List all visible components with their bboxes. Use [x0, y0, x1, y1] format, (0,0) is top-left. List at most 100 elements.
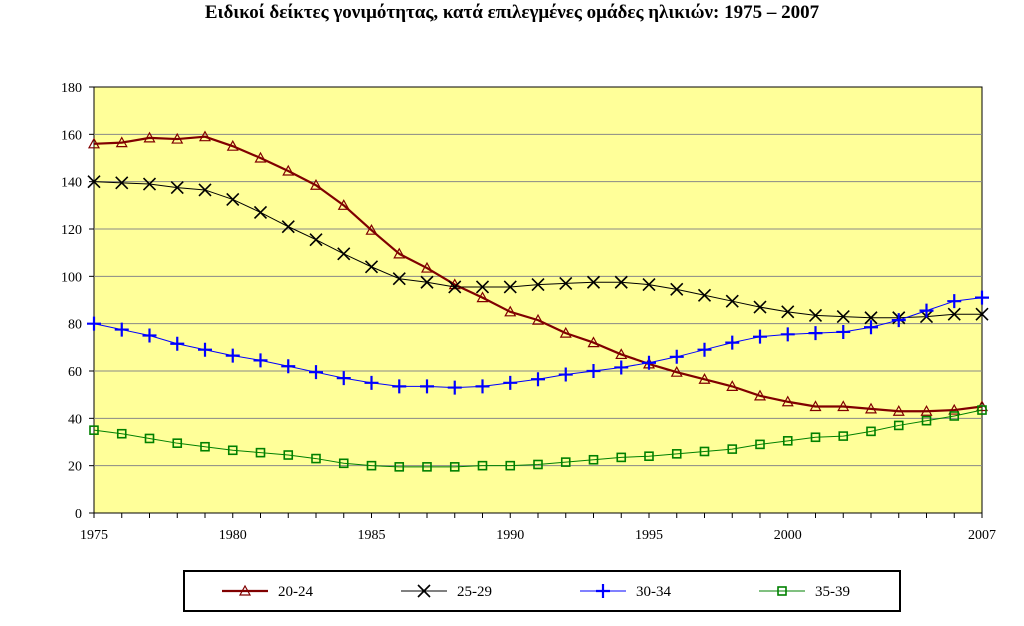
data-point-35-39 [422, 462, 432, 472]
data-point-30-34 [975, 290, 989, 305]
data-point-35-39 [144, 433, 155, 444]
legend-item-25-29: 25-29 [401, 584, 492, 600]
data-point-20-24 [809, 400, 822, 412]
data-point-25-29 [198, 183, 212, 197]
series-30-34 [87, 290, 989, 395]
data-point-30-34 [420, 379, 434, 394]
data-point-30-34 [780, 327, 795, 342]
data-point-30-34 [642, 355, 656, 370]
data-point-35-39 [227, 445, 238, 456]
data-point-35-39 [699, 446, 710, 457]
data-point-30-34 [87, 316, 101, 331]
data-point-35-39 [505, 460, 516, 471]
data-point-20-24 [87, 137, 101, 149]
data-point-20-24 [420, 261, 434, 273]
x-tick-label: 1995 [635, 528, 663, 543]
legend-marker [596, 584, 610, 598]
data-point-25-29 [503, 280, 517, 294]
data-point-30-34 [170, 336, 185, 351]
series-line-35-39 [93, 409, 983, 468]
data-point-25-29 [947, 307, 961, 321]
y-tick-label: 60 [68, 365, 82, 380]
data-point-20-24 [504, 305, 517, 317]
data-point-30-34 [891, 313, 906, 328]
data-point-25-29 [170, 181, 184, 195]
legend-label: 25-29 [457, 584, 492, 600]
data-point-35-39 [560, 457, 571, 467]
data-point-20-24 [670, 365, 683, 377]
data-point-25-29 [753, 300, 767, 314]
data-point-35-39 [283, 450, 294, 460]
data-point-35-39 [255, 447, 266, 458]
data-point-35-39 [533, 459, 543, 470]
data-point-20-24 [837, 400, 850, 412]
x-tick-label: 1980 [219, 528, 247, 543]
data-point-35-39 [727, 444, 738, 454]
data-point-25-29 [808, 308, 823, 322]
data-point-35-39 [671, 449, 682, 459]
data-point-35-39 [172, 438, 183, 448]
y-tick-label: 120 [61, 223, 82, 238]
data-point-35-39 [838, 431, 849, 441]
data-point-20-24 [531, 313, 545, 325]
data-point-35-39 [921, 415, 932, 426]
x-tick-label: 1985 [358, 528, 386, 543]
data-point-35-39 [116, 428, 127, 439]
data-point-20-24 [309, 178, 323, 190]
data-point-35-39 [338, 458, 349, 469]
data-point-25-29 [975, 307, 989, 321]
x-tick-label: 1990 [496, 528, 524, 543]
data-point-35-39 [366, 460, 377, 471]
data-point-35-39 [311, 453, 321, 464]
data-point-25-29 [531, 278, 545, 292]
data-point-30-34 [669, 349, 684, 364]
data-point-20-24 [587, 336, 600, 348]
data-point-20-24 [892, 404, 905, 416]
data-point-20-24 [254, 151, 267, 163]
data-point-25-29 [642, 278, 656, 292]
data-point-30-34 [697, 342, 712, 357]
data-point-25-29 [559, 276, 573, 290]
data-point-30-34 [281, 359, 296, 374]
data-point-35-39 [89, 425, 99, 435]
data-point-30-34 [558, 367, 573, 382]
data-point-30-34 [864, 320, 878, 335]
x-tick-label: 2007 [968, 528, 996, 543]
data-point-30-34 [225, 348, 240, 363]
data-point-20-24 [282, 164, 295, 176]
data-point-30-34 [364, 375, 379, 390]
y-tick-label: 160 [61, 128, 82, 143]
data-point-20-24 [864, 402, 878, 414]
data-point-30-34 [836, 324, 851, 339]
y-tick-label: 40 [68, 412, 82, 427]
data-point-20-24 [226, 139, 239, 151]
data-point-30-34 [614, 360, 629, 375]
series-25-29 [87, 175, 989, 325]
data-point-30-34 [198, 342, 212, 357]
data-point-20-24 [365, 223, 378, 235]
data-point-30-34 [392, 379, 407, 394]
data-point-30-34 [475, 379, 490, 394]
data-point-30-34 [586, 364, 601, 378]
data-point-25-29 [781, 305, 795, 319]
legend-label: 20-24 [278, 584, 313, 600]
data-point-20-24 [698, 373, 711, 384]
legend-item-20-24: 20-24 [222, 584, 313, 600]
y-tick-label: 180 [61, 81, 82, 96]
data-point-25-29 [226, 192, 240, 206]
data-point-30-34 [808, 326, 823, 341]
data-point-35-39 [394, 462, 405, 472]
series-line-20-24 [93, 135, 983, 413]
legend-marker [417, 584, 431, 598]
data-point-25-29 [364, 260, 379, 274]
data-point-20-24 [948, 403, 961, 415]
data-point-30-34 [309, 365, 323, 380]
x-tick-label: 1975 [80, 528, 108, 543]
data-point-25-29 [337, 247, 351, 261]
data-point-30-34 [447, 380, 462, 395]
y-tick-label: 100 [61, 270, 82, 285]
data-point-20-24 [143, 131, 156, 143]
data-point-35-39 [588, 454, 599, 465]
data-point-20-24 [337, 199, 350, 210]
chart-title: Ειδικοί δείκτες γονιμότητας, κατά επιλεγ… [204, 2, 820, 23]
